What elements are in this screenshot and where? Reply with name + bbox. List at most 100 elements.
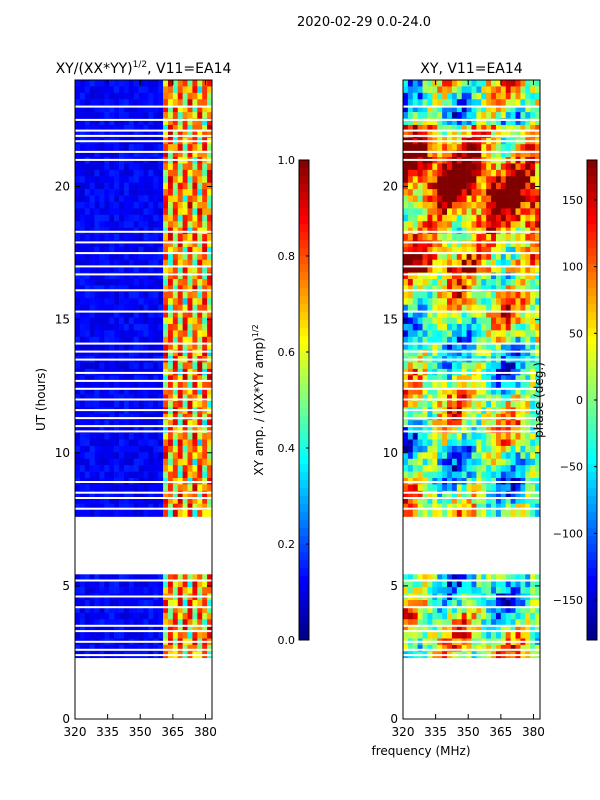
heatmap-cell <box>187 266 193 273</box>
heatmap-cell <box>422 465 428 472</box>
heatmap-cell <box>535 625 541 633</box>
heatmap-cell <box>535 189 541 196</box>
heatmap-cell <box>128 497 135 504</box>
heatmap-cell <box>138 118 144 126</box>
heatmap-cell <box>520 484 526 492</box>
heatmap-cell <box>535 452 541 460</box>
heatmap-cell <box>471 606 477 614</box>
heatmap-cell <box>466 285 472 293</box>
heatmap-cell <box>510 433 516 440</box>
heatmap-cell <box>202 124 208 132</box>
heatmap-cell <box>471 420 477 427</box>
flagged-row <box>75 265 212 268</box>
heatmap-cell <box>407 182 414 190</box>
heatmap-cell <box>143 163 149 171</box>
heatmap-cell <box>109 291 115 299</box>
heatmap-cell <box>456 99 463 106</box>
heatmap-cell <box>128 503 135 511</box>
heatmap-cell <box>123 169 130 177</box>
heatmap-cell <box>520 92 526 100</box>
heatmap-cell <box>432 471 438 479</box>
heatmap-cell <box>75 420 81 427</box>
heatmap-cell <box>432 259 438 267</box>
heatmap-cell <box>143 208 149 216</box>
heatmap-cell <box>491 304 497 312</box>
heatmap-cell <box>119 574 125 582</box>
heatmap-cell <box>461 291 467 299</box>
heatmap-cell <box>143 195 149 203</box>
heatmap-cell <box>163 471 169 479</box>
heatmap-cell <box>491 471 497 479</box>
heatmap-cell <box>79 279 86 286</box>
heatmap-cell <box>143 574 149 582</box>
heatmap-cell <box>427 625 433 633</box>
heatmap-cell <box>432 625 438 633</box>
heatmap-cell <box>520 458 526 466</box>
heatmap-cell <box>412 330 418 338</box>
heatmap-cell <box>94 240 100 248</box>
heatmap-cell <box>491 587 497 594</box>
heatmap-cell <box>207 644 213 652</box>
heatmap-cell <box>138 458 144 466</box>
heatmap-cell <box>109 420 115 427</box>
heatmap-cell <box>158 80 164 87</box>
heatmap-cell <box>94 574 100 582</box>
heatmap-cell <box>500 323 507 331</box>
heatmap-cell <box>114 433 120 440</box>
heatmap-cell <box>84 510 90 517</box>
heatmap-cell <box>177 240 183 248</box>
heatmap-cell <box>172 124 179 132</box>
heatmap-cell <box>530 362 536 370</box>
heatmap-cell <box>207 420 213 427</box>
heatmap-cell <box>422 574 428 582</box>
heatmap-cell <box>515 272 521 280</box>
heatmap-cell <box>437 625 443 633</box>
heatmap-cell <box>437 311 443 318</box>
heatmap-cell <box>104 490 110 498</box>
heatmap-cell <box>407 201 414 209</box>
heatmap-cell <box>417 644 423 652</box>
colorbar-segment <box>587 240 597 249</box>
heatmap-cell <box>172 285 179 293</box>
colorbar-segment <box>587 288 597 297</box>
heatmap-cell <box>427 400 433 408</box>
heatmap-cell <box>202 80 208 87</box>
heatmap-cell <box>491 214 497 222</box>
heatmap-cell <box>437 394 443 402</box>
heatmap-cell <box>192 381 198 389</box>
heatmap-cell <box>148 445 154 453</box>
heatmap-cell <box>417 632 423 639</box>
heatmap-cell <box>75 118 81 126</box>
heatmap-cell <box>427 349 433 357</box>
flagged-row <box>75 558 212 561</box>
heatmap-cell <box>486 619 492 626</box>
heatmap-cell <box>471 105 477 113</box>
heatmap-cell <box>427 375 433 383</box>
heatmap-cell <box>515 189 521 196</box>
heatmap-cell <box>89 131 95 139</box>
heatmap-cell <box>109 124 115 132</box>
heatmap-cell <box>500 433 507 440</box>
heatmap-cell <box>182 195 188 203</box>
heatmap-cell <box>123 311 130 318</box>
heatmap-cell <box>412 574 418 582</box>
heatmap-cell <box>114 420 120 427</box>
heatmap-cell <box>177 612 183 620</box>
heatmap-cell <box>79 439 86 447</box>
flagged-row <box>403 273 540 276</box>
heatmap-cell <box>192 201 198 209</box>
heatmap-cell <box>182 606 188 614</box>
heatmap-cell <box>119 150 125 158</box>
heatmap-cell <box>153 625 159 633</box>
heatmap-cell <box>505 439 511 447</box>
heatmap-cell <box>202 445 208 453</box>
heatmap-cell <box>456 240 463 248</box>
heatmap-cell <box>535 510 541 517</box>
heatmap-cell <box>451 214 458 222</box>
heatmap-cell <box>119 253 125 261</box>
heatmap-cell <box>515 445 521 453</box>
heatmap-cell <box>89 343 95 350</box>
heatmap-cell <box>515 490 521 498</box>
heatmap-cell <box>104 266 110 273</box>
heatmap-cell <box>432 80 438 87</box>
